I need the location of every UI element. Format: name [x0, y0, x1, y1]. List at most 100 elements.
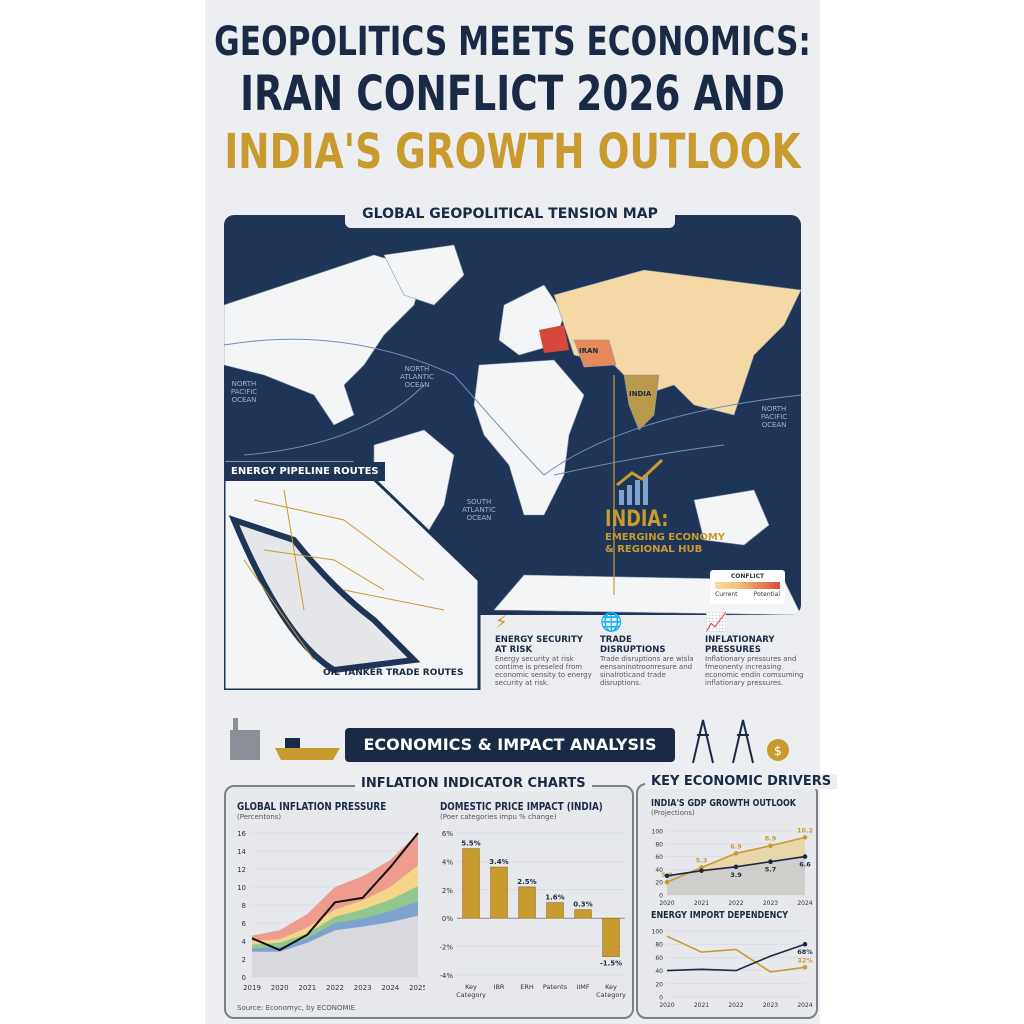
chart-title: INDIA'S GDP GROWTH OUTLOOK [651, 798, 796, 809]
y-tick-label: 10 [237, 884, 246, 892]
india-subtitle: EMERGING ECONOMY [605, 532, 726, 543]
y-tick-label: 16 [237, 830, 246, 838]
north-america [224, 254, 425, 426]
y-tick-label: -2% [439, 944, 453, 952]
y-tick-label: 14 [237, 848, 246, 856]
x-tick-label: Category [456, 991, 486, 999]
conflict-zone [539, 325, 569, 353]
y-tick-label: 0 [659, 893, 663, 900]
y-tick-label: 60 [655, 854, 663, 861]
chart-title: ENERGY IMPORT DEPENDENCY [651, 910, 788, 921]
data-label: 32% [797, 956, 813, 964]
y-tick-label: 80 [655, 841, 663, 848]
y-tick-label: 100 [652, 929, 664, 936]
factory-icon [230, 718, 260, 760]
australia [693, 489, 770, 546]
x-tick-label: 2019 [243, 984, 261, 992]
legend-high: Potential [753, 591, 780, 598]
lightning-icon: ⚡ [495, 612, 508, 633]
x-tick-label: 2022 [326, 984, 344, 992]
data-point [802, 854, 808, 859]
y-tick-label: 60 [655, 955, 663, 962]
x-tick-label: 2025 [409, 984, 425, 992]
data-point [733, 851, 739, 856]
legend-low: Current [715, 591, 738, 598]
ocean-label: NORTH PACIFIC OCEAN [230, 380, 258, 404]
data-label: 68% [797, 948, 813, 956]
x-tick-label: 2021 [694, 900, 709, 907]
map-graphic [224, 244, 801, 615]
greenland [383, 244, 465, 306]
data-point [768, 843, 773, 849]
series-line [666, 943, 806, 972]
data-label: 6.6 [799, 861, 811, 869]
feature-title: INFLATIONARY PRESSURES [705, 635, 775, 655]
y-tick-label: 40 [655, 968, 663, 975]
growth-chart-icon [616, 458, 664, 505]
map-title: GLOBAL GEOPOLITICAL TENSION MAP [345, 200, 675, 228]
source-text: Source: Economyc, by ECONOMIE [237, 1004, 356, 1012]
y-tick-label: 4 [242, 938, 247, 946]
series-line [251, 832, 419, 952]
data-point [802, 835, 808, 840]
gdp-chart: 0204060801005.05.36.98.910.23.95.76.6202… [652, 826, 813, 907]
ocean-label: SOUTH ATLANTIC OCEAN [462, 498, 496, 522]
x-tick-label: Key [605, 983, 617, 991]
bar [490, 866, 508, 919]
x-tick-label: 2024 [797, 900, 812, 907]
x-tick-label: 2023 [763, 1002, 778, 1009]
ocean-label: NORTH PACIFIC OCEAN [760, 405, 788, 429]
growth-chart-icon: 📈 [705, 612, 728, 633]
bar [518, 886, 536, 919]
iran-region [573, 339, 617, 368]
data-label: 1.6% [545, 894, 564, 902]
feature-inflation: 📈 INFLATIONARY PRESSURES Inflationary pr… [705, 612, 805, 687]
chart-subtitle: (Percentons) [237, 813, 282, 821]
legend-title: CONFLICT [730, 573, 765, 580]
x-tick-label: 2021 [694, 1002, 709, 1009]
data-label: 6.9 [730, 842, 742, 850]
y-tick-label: 4% [442, 858, 453, 866]
econ-banner: ECONOMICS & IMPACT ANALYSIS [345, 728, 675, 762]
title-line-1: GEOPOLITICS MEETS ECONOMICS: [214, 19, 811, 65]
africa [473, 359, 585, 516]
feature-trade: 🌐 TRADE DISRUPTIONS Trade disruptions ar… [600, 612, 700, 687]
ship-icon [275, 738, 340, 760]
series-line [666, 935, 806, 973]
chart-subtitle: (Projections) [651, 809, 695, 817]
price-impact-chart: -4%-2%0%2%4%6%5.5%KeyCategory3.4%IBR2.5%… [439, 830, 626, 999]
data-point [768, 859, 773, 865]
panel-title: KEY ECONOMIC DRIVERS [645, 774, 838, 789]
y-tick-label: 6 [242, 920, 247, 928]
data-label: 0.3% [573, 901, 592, 909]
ocean-label: NORTH ATLANTIC OCEAN [400, 365, 434, 389]
chart-subtitle: (Poer categories impu % change) [440, 813, 557, 821]
inflation-chart: 0 2 4 6 8 10 12 14 16 2019 2020 2021 2022 2023 2024 202… [237, 830, 425, 992]
bar [602, 917, 620, 957]
x-tick-label: 2022 [728, 900, 743, 907]
inflation-panel [224, 785, 634, 1019]
india-callout: INDIA: EMERGING ECONOMY & REGIONAL HUB [605, 507, 725, 556]
feature-text: Energy security at risk contime is prese… [495, 655, 592, 687]
data-point [802, 941, 808, 947]
area-fill [667, 856, 805, 895]
y-tick-label: 40 [655, 867, 663, 874]
x-tick-label: 2023 [763, 900, 778, 907]
y-tick-label: 12 [237, 866, 246, 874]
title-line-2: IRAN CONFLICT 2026 AND [240, 66, 785, 122]
x-tick-label: IBR [494, 983, 505, 991]
y-tick-label: 0 [659, 995, 663, 1002]
y-tick-label: 20 [655, 981, 663, 988]
coin-icon: $ [767, 739, 789, 761]
data-label: 3.9 [730, 871, 742, 879]
y-tick-label: 20 [655, 880, 663, 887]
x-tick-label: Key [465, 983, 477, 991]
data-label: 5.7 [765, 866, 777, 874]
x-tick-label: 2023 [354, 984, 372, 992]
data-point [699, 868, 704, 873]
india-subtitle: & REGIONAL HUB [605, 544, 703, 555]
feature-text: Inflationary pressures and fmeonenty inc… [705, 655, 804, 687]
data-point [699, 865, 704, 870]
data-point [664, 879, 670, 885]
data-point [733, 864, 739, 870]
